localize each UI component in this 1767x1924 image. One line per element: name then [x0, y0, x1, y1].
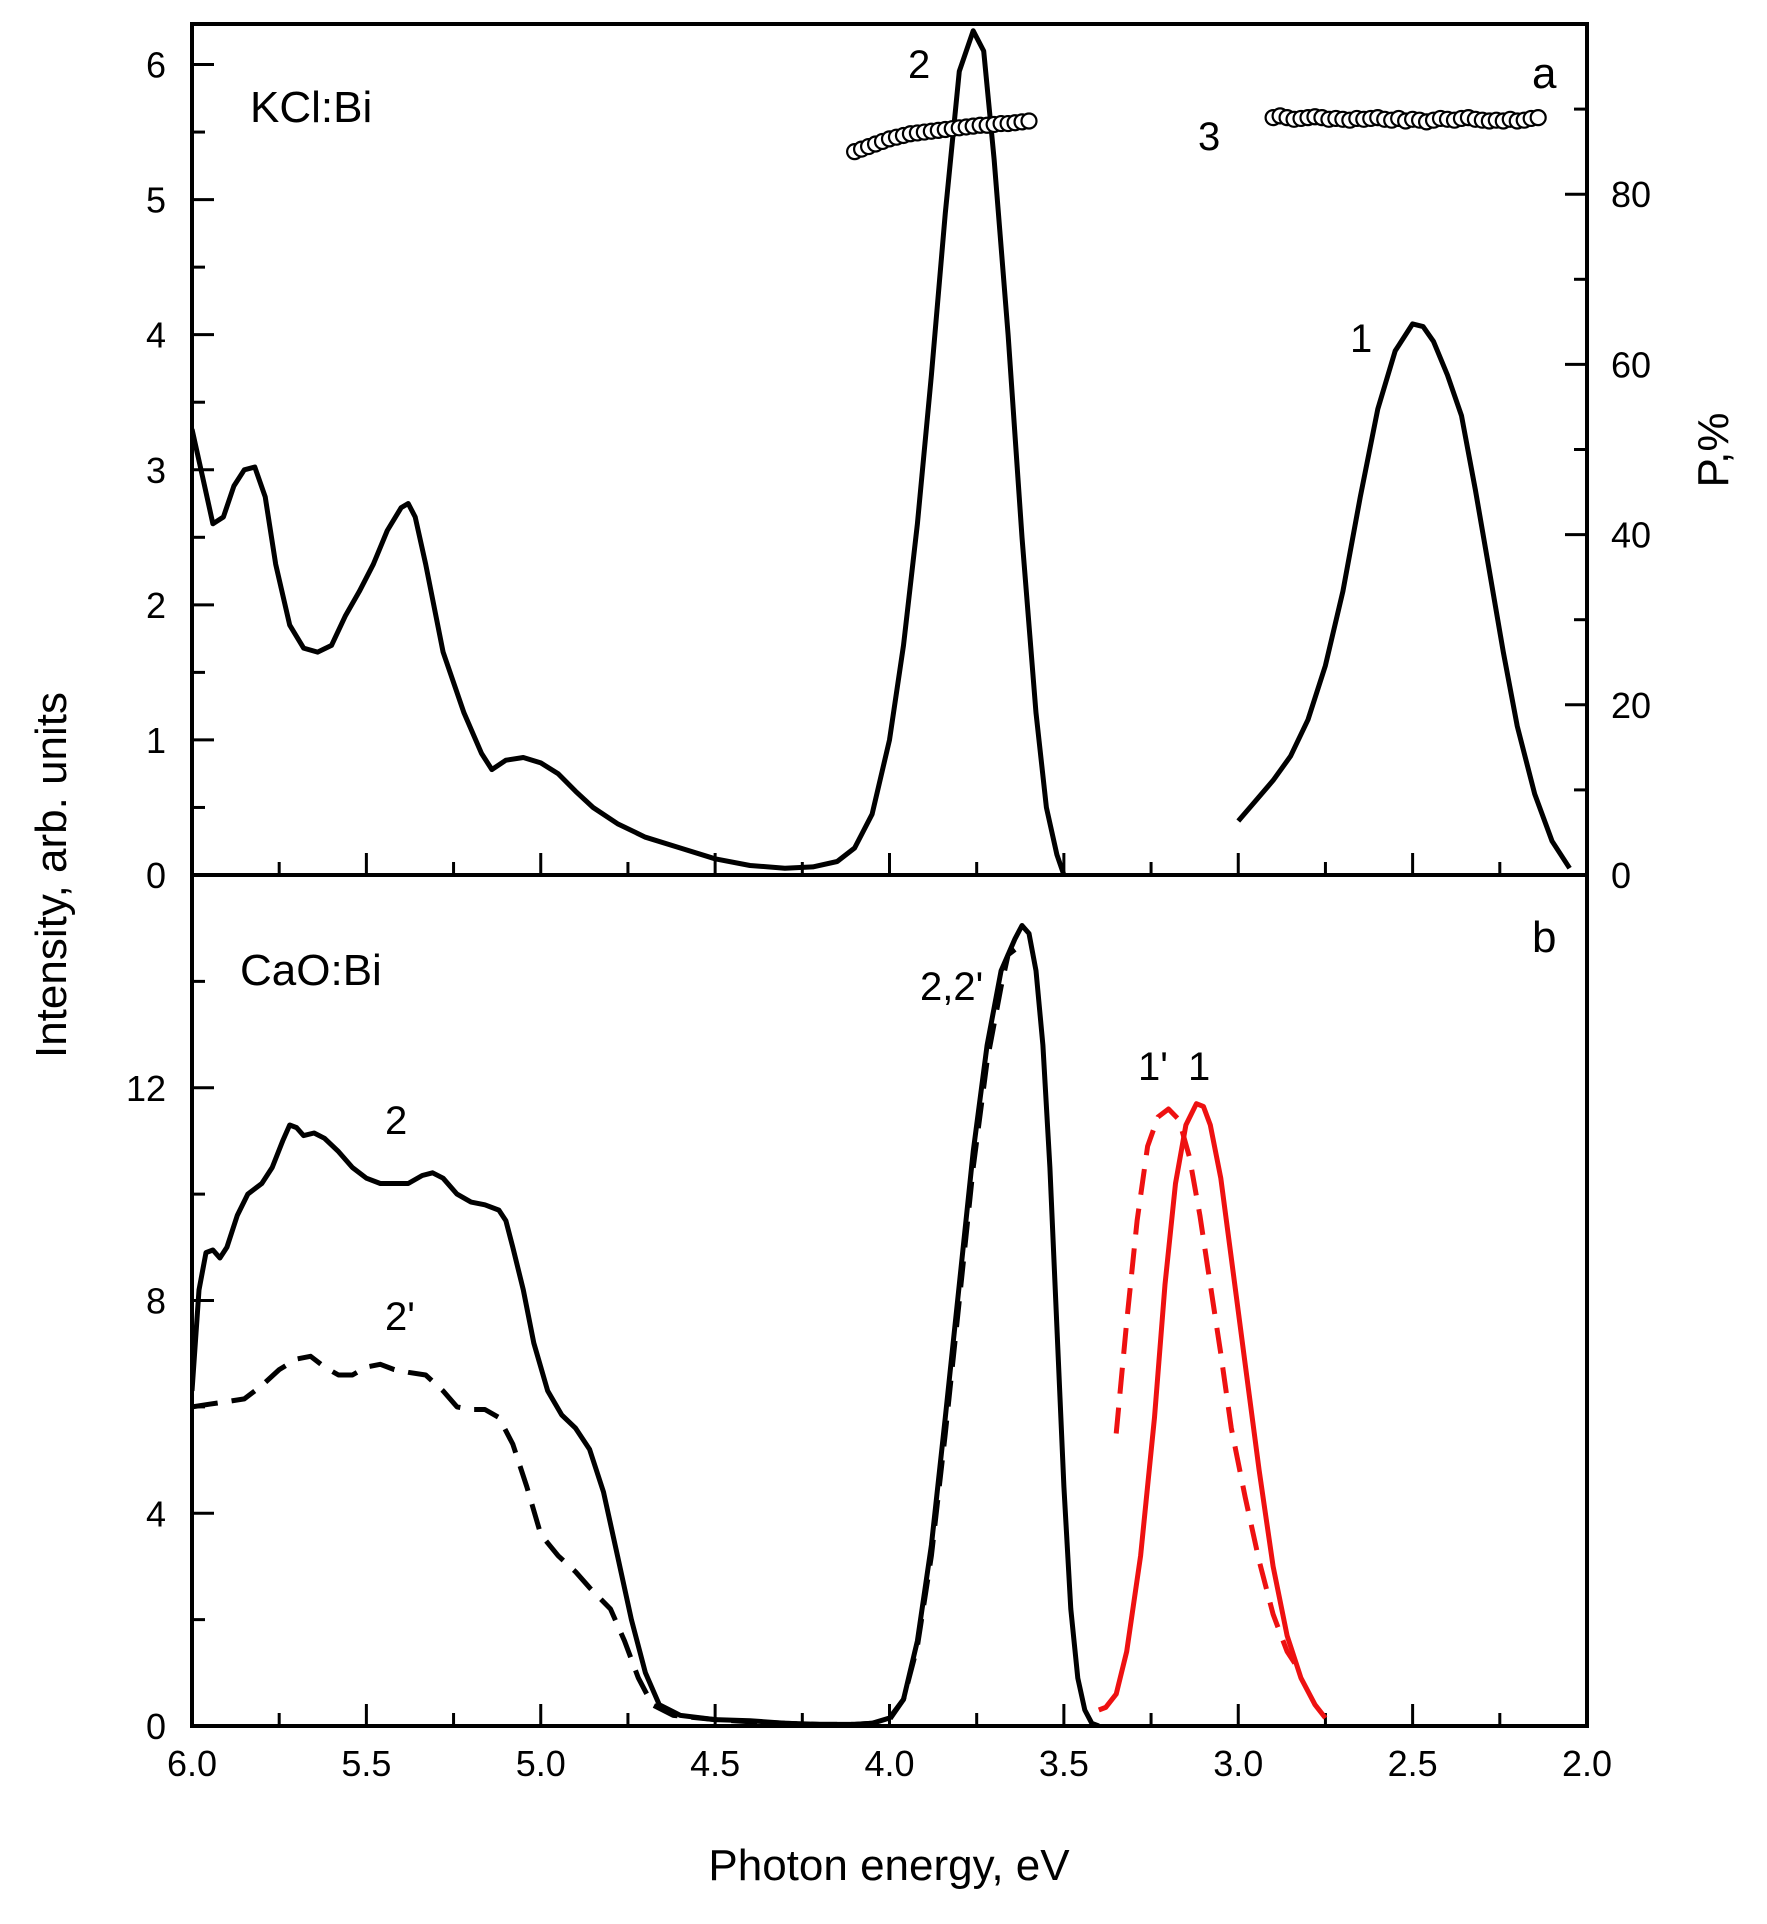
- x-tick-label: 6.0: [167, 1743, 217, 1784]
- panel-a-title: KCl:Bi: [250, 83, 372, 132]
- y-tick-label-right: 40: [1611, 515, 1651, 556]
- y-tick-label-right: 80: [1611, 174, 1651, 215]
- x-axis-title: Photon energy, eV: [708, 1841, 1070, 1890]
- curve-label-b-2prime: 2': [385, 1295, 415, 1339]
- y-tick-label-a: 0: [146, 855, 166, 896]
- tick-labels: 6.0 5.5 5.0 4.5 4.0 3.5 3.0 2.5 2.00123456020406…: [126, 45, 1651, 1784]
- panel-b-letter: b: [1532, 913, 1556, 962]
- panel-a-letter: a: [1532, 49, 1557, 98]
- series-line-b-2: [192, 923, 1100, 1726]
- curve-label-b-22prime: 2,2': [920, 965, 983, 1009]
- y-tick-label-b: 8: [146, 1281, 166, 1322]
- x-tick-label: 2.5: [1388, 1743, 1438, 1784]
- panel-b-series: [192, 923, 1328, 1726]
- y-tick-label-a: 6: [146, 45, 166, 86]
- y-tick-label-right: 20: [1611, 685, 1651, 726]
- y-tick-label-a: 4: [146, 315, 166, 356]
- series-line-b-1: [1097, 1101, 1328, 1720]
- curve-label-a-3: 3: [1198, 115, 1220, 159]
- y-tick-label-a: 3: [146, 450, 166, 491]
- x-tick-label: 3.5: [1039, 1743, 1089, 1784]
- curve-label-a-2: 2: [908, 43, 930, 87]
- tick-marks: [190, 63, 1589, 1728]
- curve-label-a-1: 1: [1350, 317, 1372, 361]
- data-point-a-3: [1529, 109, 1547, 127]
- y-tick-label-a: 5: [146, 180, 166, 221]
- y-tick-label-b: 0: [146, 1706, 166, 1747]
- series-line-b-1prime: [1113, 1106, 1304, 1675]
- series-line-b-2prime: [192, 947, 1017, 1726]
- series-line-a-2: [192, 28, 1067, 875]
- x-tick-label: 4.5: [690, 1743, 740, 1784]
- y-tick-label-a: 2: [146, 585, 166, 626]
- curve-label-b-2: 2: [385, 1099, 407, 1143]
- x-tick-label: 2.0: [1562, 1743, 1612, 1784]
- y-axis-left-title: Intensity, arb. units: [27, 692, 76, 1058]
- x-tick-label: 5.0: [516, 1743, 566, 1784]
- x-tick-label: 5.5: [341, 1743, 391, 1784]
- y-tick-label-right: 60: [1611, 344, 1651, 385]
- data-point-a-3: [1020, 112, 1038, 130]
- y-tick-label-b: 12: [126, 1068, 166, 1109]
- y-tick-label-a: 1: [146, 720, 166, 761]
- curve-label-b-1prime: 1': [1138, 1045, 1168, 1089]
- y-tick-label-b: 4: [146, 1493, 166, 1534]
- y-axis-right-title: P,%: [1689, 412, 1738, 487]
- panel-a-series: [192, 28, 1572, 875]
- x-tick-label: 3.0: [1213, 1743, 1263, 1784]
- curve-label-b-1: 1: [1188, 1045, 1210, 1089]
- x-tick-label: 4.0: [864, 1743, 914, 1784]
- series-line-a-1: [1236, 321, 1572, 870]
- y-tick-label-right: 0: [1611, 855, 1631, 896]
- panel-b-title: CaO:Bi: [240, 946, 382, 995]
